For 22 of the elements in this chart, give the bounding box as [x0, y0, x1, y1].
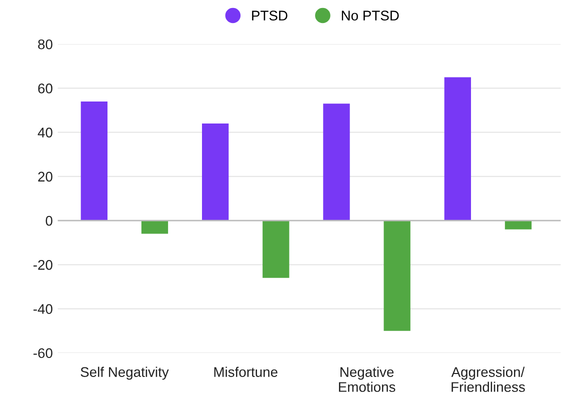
bar [262, 220, 290, 278]
y-tick-label: 40 [38, 128, 52, 138]
x-tick-label: Self Negativity [80, 366, 169, 380]
x-tick-label: Misfortune [214, 366, 278, 377]
x-tick-label: Negative Emotions [338, 366, 396, 392]
bar [504, 220, 532, 230]
y-tick-label: 0 [46, 216, 52, 226]
bar [80, 101, 108, 221]
bar [141, 220, 168, 234]
y-tick-label: -60 [33, 348, 52, 358]
bar [202, 124, 229, 221]
y-tick-label: 20 [38, 172, 52, 182]
y-tick-label: -40 [33, 304, 52, 314]
x-tick-label: Aggression/ Friendliness [451, 366, 525, 392]
legend-label: PTSD [252, 10, 288, 20]
y-tick-label: 80 [38, 39, 52, 50]
legend-label: No PTSD [342, 10, 399, 20]
bar [384, 220, 410, 331]
bar [444, 77, 471, 221]
y-tick-label: 60 [38, 84, 52, 94]
y-tick-label: -20 [33, 260, 52, 270]
bar [323, 104, 350, 221]
